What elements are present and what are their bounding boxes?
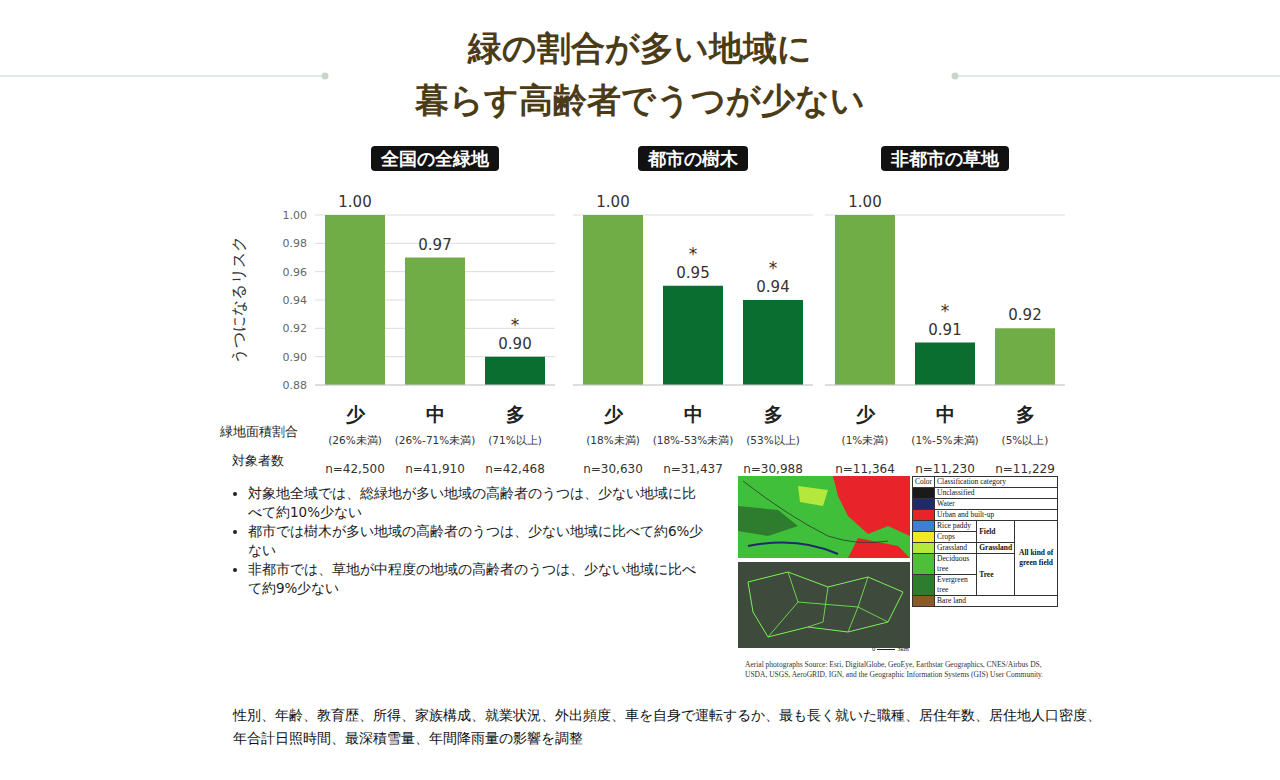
svg-text:0.90: 0.90 — [283, 351, 308, 364]
html-text:非都市の草地: 非都市の草地 — [891, 148, 999, 169]
svg-text:0.95: 0.95 — [676, 264, 709, 282]
svg-text:(5%以上): (5%以上) — [1002, 434, 1049, 446]
svg-text:(71%以上): (71%以上) — [488, 434, 542, 446]
svg-text:多: 多 — [764, 403, 783, 425]
html-text:Urban and built-up: Urban and built-up — [937, 510, 995, 519]
svg-text:*: * — [689, 244, 698, 264]
svg-text:n=42,500: n=42,500 — [325, 462, 385, 475]
html-text:0: 0 — [872, 645, 876, 652]
html-text:Deciduous tree: Deciduous tree — [937, 554, 970, 573]
html-text:対象者数: 対象者数 — [232, 453, 284, 468]
svg-text:1.00: 1.00 — [283, 209, 308, 222]
svg-text:少: 少 — [604, 403, 624, 425]
svg-text:うつになるリスク: うつになるリスク — [229, 236, 248, 364]
html-text:Bare land: Bare land — [937, 596, 966, 605]
html-text:Grassland: Grassland — [937, 543, 968, 552]
html-text:Crops: Crops — [937, 532, 955, 541]
html-text:All kind of green field: All kind of green field — [1019, 548, 1054, 567]
svg-text:0.88: 0.88 — [283, 379, 308, 392]
svg-text:(18%-53%未満): (18%-53%未満) — [653, 434, 734, 446]
html-text:緑の割合が多い地域に: 緑の割合が多い地域に — [468, 28, 812, 68]
html-text:都市の樹木: 都市の樹木 — [648, 148, 738, 169]
html-text:Aerial photographs Source: Esr: Aerial photographs Source: Esri, Digital… — [745, 660, 1044, 679]
html-text:Rice paddy: Rice paddy — [937, 521, 971, 530]
svg-text:n=11,229: n=11,229 — [995, 462, 1055, 475]
html-text:Evergreen tree: Evergreen tree — [937, 575, 968, 594]
html-text:3km: 3km — [897, 645, 909, 652]
html-text:Classification category: Classification category — [937, 477, 1006, 486]
svg-text:0.91: 0.91 — [928, 321, 961, 339]
html-text:Water: Water — [937, 499, 955, 508]
svg-text:*: * — [941, 301, 950, 321]
svg-text:0.97: 0.97 — [418, 236, 451, 254]
html-text:Color: Color — [915, 477, 933, 486]
html-text:非都市では、草地が中程度の地域の高齢者のうつは、少ない地域に: 非都市では、草地が中程度の地域の高齢者のうつは、少ない地域に比べて約9%少ない — [248, 561, 696, 596]
svg-text:多: 多 — [1016, 403, 1035, 425]
svg-text:少: 少 — [856, 403, 876, 425]
svg-text:1.00: 1.00 — [338, 193, 371, 211]
html-text:Grassland: Grassland — [979, 543, 1013, 552]
svg-text:n=11,230: n=11,230 — [915, 462, 975, 475]
svg-text:0.90: 0.90 — [498, 335, 531, 353]
html-text:Tree: Tree — [979, 569, 994, 579]
html-text:暮らす高齢者でうつが少ない: 暮らす高齢者でうつが少ない — [415, 80, 865, 120]
svg-text:0.92: 0.92 — [283, 322, 308, 335]
svg-text:少: 少 — [346, 403, 366, 425]
svg-text:n=31,437: n=31,437 — [663, 462, 723, 475]
svg-text:n=30,988: n=30,988 — [743, 462, 803, 475]
svg-text:(1%-5%未満): (1%-5%未満) — [911, 434, 978, 446]
svg-text:多: 多 — [506, 403, 525, 425]
svg-text:0.96: 0.96 — [283, 266, 308, 279]
svg-text:0.94: 0.94 — [283, 294, 308, 307]
svg-text:1.00: 1.00 — [596, 193, 629, 211]
svg-text:n=11,364: n=11,364 — [835, 462, 895, 475]
html-text:都市では樹木が多い地域の高齢者のうつは、少ない地域に比べて約: 都市では樹木が多い地域の高齢者のうつは、少ない地域に比べて約6%少ない — [248, 523, 704, 558]
html-text:全国の全緑地: 全国の全緑地 — [381, 148, 489, 169]
html-text:Unclassified: Unclassified — [937, 488, 975, 497]
html-text:性別、年齢、教育歴、所得、家族構成、就業状況、外出頻度、車を: 性別、年齢、教育歴、所得、家族構成、就業状況、外出頻度、車を自身で運転するか、最… — [233, 707, 1101, 723]
html-text:対象地全域では、総緑地が多い地域の高齢者のうつは、少ない地域: 対象地全域では、総緑地が多い地域の高齢者のうつは、少ない地域に比べて約10%少な… — [248, 485, 696, 520]
svg-text:(26%-71%未満): (26%-71%未満) — [395, 434, 476, 446]
svg-text:中: 中 — [936, 403, 955, 425]
html-text:年合計日照時間、最深積雪量、年間降雨量の影響を調整: 年合計日照時間、最深積雪量、年間降雨量の影響を調整 — [233, 730, 583, 746]
html-text:緑地面積割合: 緑地面積割合 — [220, 424, 298, 439]
svg-text:n=42,468: n=42,468 — [485, 462, 545, 475]
html-text:Field: Field — [979, 526, 996, 536]
svg-text:*: * — [511, 315, 520, 335]
svg-text:中: 中 — [684, 403, 703, 425]
svg-text:0.94: 0.94 — [756, 278, 789, 296]
svg-text:(53%以上): (53%以上) — [746, 434, 800, 446]
svg-text:(26%未満): (26%未満) — [328, 434, 382, 446]
svg-text:n=41,910: n=41,910 — [405, 462, 465, 475]
svg-text:0.92: 0.92 — [1008, 306, 1041, 324]
svg-text:n=30,630: n=30,630 — [583, 462, 643, 475]
svg-text:(1%未満): (1%未満) — [842, 434, 889, 446]
svg-text:中: 中 — [426, 403, 445, 425]
svg-text:(18%未満): (18%未満) — [586, 434, 640, 446]
svg-text:*: * — [769, 258, 778, 278]
svg-text:0.98: 0.98 — [283, 237, 308, 250]
svg-text:1.00: 1.00 — [848, 193, 881, 211]
